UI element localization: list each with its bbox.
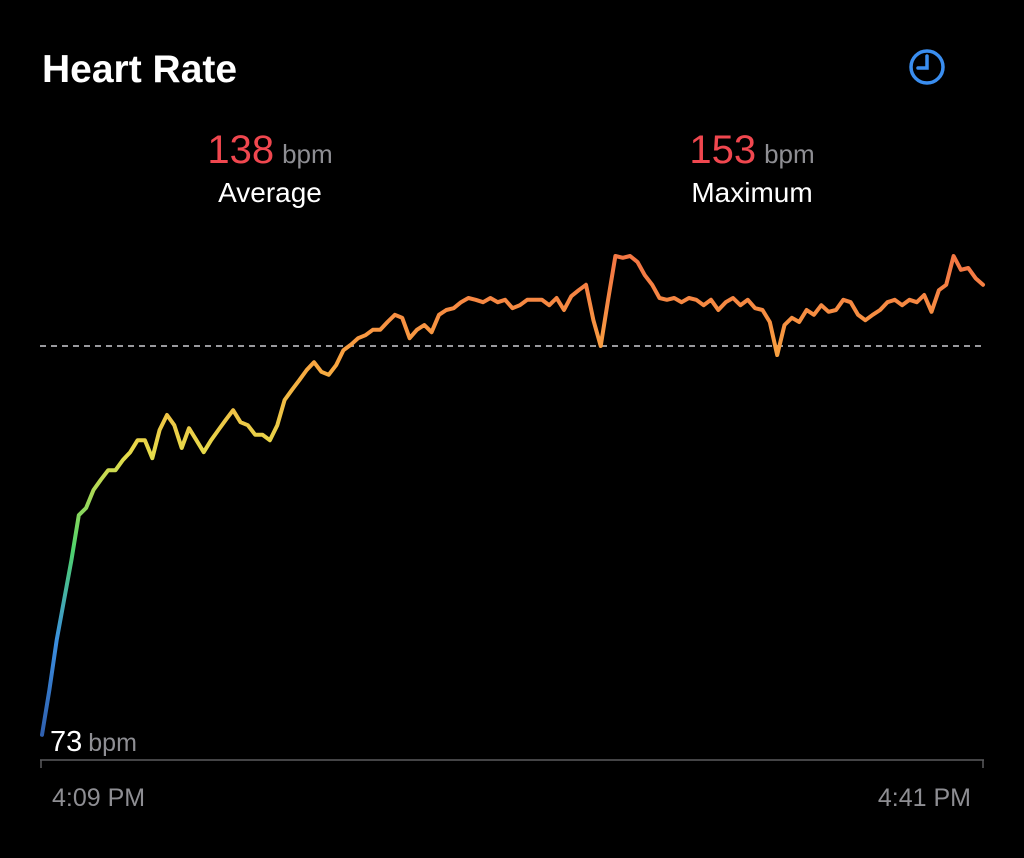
x-tick-label: 4:41 PM (878, 784, 971, 812)
stat-value: 153 bpm (689, 128, 814, 172)
stat-unit: bpm (282, 139, 333, 169)
stat-number: 153 (689, 128, 756, 172)
clock-icon[interactable] (909, 49, 945, 85)
stat-label: Maximum (691, 177, 812, 208)
stat-unit: bpm (764, 139, 815, 169)
stat-number: 138 (207, 128, 274, 172)
heart-rate-line (40, 254, 985, 737)
min-label: 73 bpm (50, 726, 137, 758)
title: Heart Rate (42, 48, 237, 91)
stat-label: Average (218, 177, 322, 208)
min-unit: bpm (88, 729, 137, 757)
stat-value: 138 bpm (207, 128, 332, 172)
clock-face[interactable] (909, 49, 945, 85)
clock-hands[interactable] (916, 54, 929, 70)
min-number: 73 (50, 726, 82, 758)
x-tick-label: 4:09 PM (52, 784, 145, 812)
